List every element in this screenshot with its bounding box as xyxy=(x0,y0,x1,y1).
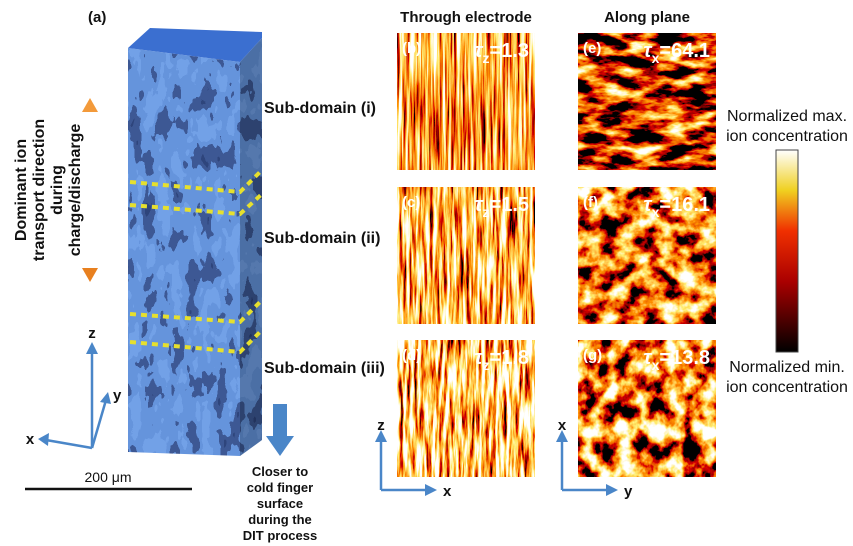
tau-symbol: τ xyxy=(643,347,653,369)
direction-arrow xyxy=(82,98,98,282)
arrow-head xyxy=(606,484,618,496)
colorbar xyxy=(775,149,799,353)
subdomain-labels: Sub-domain (i) Sub-domain (ii) Sub-domain … xyxy=(264,100,385,377)
colorbar-min: ion concentration xyxy=(726,379,848,396)
note-line: Closer to xyxy=(252,464,308,479)
tau-label: τz=1.8 xyxy=(474,347,529,373)
note-line: during the xyxy=(248,512,312,527)
panel-label: (f) xyxy=(583,194,598,211)
panel-label: (c) xyxy=(402,194,420,211)
heatmap xyxy=(578,340,716,477)
tau-label: τz=1.3 xyxy=(474,40,529,66)
tau-label: τx=16.1 xyxy=(643,194,710,220)
tau-label: τx=64.1 xyxy=(643,40,710,66)
tau-subscript: x xyxy=(652,50,660,66)
tau-subscript: z xyxy=(483,50,490,66)
tau-label: τx=13.8 xyxy=(643,347,710,373)
heatmap-panels: Through electrode Along plane(b) τz=1.3 (e)… xyxy=(375,9,716,500)
electrode-side xyxy=(240,38,262,456)
subdomain-label: Sub-domain (iii) xyxy=(264,360,385,377)
heatmap xyxy=(578,187,716,324)
note-line: surface xyxy=(257,496,303,511)
axes-triad xyxy=(38,342,111,450)
axis-label: z xyxy=(88,325,96,342)
tau-symbol: τ xyxy=(474,40,484,62)
electrode-front xyxy=(128,48,240,456)
arrow-head xyxy=(375,430,387,442)
panel-label: (a) xyxy=(88,9,106,26)
tau-label: τz=1.5 xyxy=(474,194,529,220)
note-line: DIT process xyxy=(243,528,317,543)
direction-label: Dominant ion transport direction during cha… xyxy=(13,119,84,261)
axis-label: z xyxy=(377,417,385,434)
axis-label: x xyxy=(443,483,452,500)
colorbar-max: ion concentration xyxy=(726,128,848,145)
tau-subscript: x xyxy=(652,357,660,373)
panel-label: (e) xyxy=(583,40,601,57)
column-header: Along plane xyxy=(604,9,690,26)
tau-symbol: τ xyxy=(643,40,653,62)
tau-symbol: τ xyxy=(643,194,653,216)
colorbar-max: Normalized max. xyxy=(727,108,847,125)
axis-label: y xyxy=(624,483,633,500)
colorbar-min: Normalized min. xyxy=(729,359,845,376)
tau-subscript: z xyxy=(483,357,490,373)
arrow-head xyxy=(425,484,437,496)
electrode-top xyxy=(128,28,262,62)
tau-symbol: τ xyxy=(474,347,484,369)
subdomain-boundaries xyxy=(129,168,264,355)
cold-finger-arrow xyxy=(266,404,294,456)
tau-value: =13.8 xyxy=(659,347,710,369)
tau-subscript: x xyxy=(652,204,660,220)
column-header: Through electrode xyxy=(400,9,532,26)
heatmap xyxy=(397,33,535,170)
tau-symbol: τ xyxy=(474,194,484,216)
tau-value: =1.5 xyxy=(490,194,529,216)
tau-value: =1.8 xyxy=(490,347,529,369)
note-line: cold finger xyxy=(247,480,313,495)
heatmap xyxy=(397,187,535,324)
colorbar-labels: Normalized max. ion concentration Normaliz… xyxy=(726,108,848,396)
panel-label: (g) xyxy=(583,347,602,364)
heatmap xyxy=(578,33,716,170)
panel-label: (d) xyxy=(402,347,421,364)
subdomain-label: Sub-domain (i) xyxy=(264,100,376,117)
tau-value: =1.3 xyxy=(490,40,529,62)
arrow-head xyxy=(556,430,568,442)
panel-label: (b) xyxy=(402,40,421,57)
scale-bar-label: 200 μm xyxy=(85,469,132,485)
axis-label: x xyxy=(26,431,35,448)
direction-line: transport direction xyxy=(31,119,48,261)
axis-label: y xyxy=(113,387,122,404)
tau-value: =16.1 xyxy=(659,194,710,216)
direction-line: during xyxy=(49,165,66,215)
axis-label: x xyxy=(558,417,567,434)
subdomain-label: Sub-domain (ii) xyxy=(264,230,380,247)
heatmap xyxy=(397,340,535,477)
tau-subscript: z xyxy=(483,204,490,220)
direction-line: charge/discharge xyxy=(67,124,84,257)
tau-value: =64.1 xyxy=(659,40,710,62)
direction-line: Dominant ion xyxy=(13,139,30,241)
